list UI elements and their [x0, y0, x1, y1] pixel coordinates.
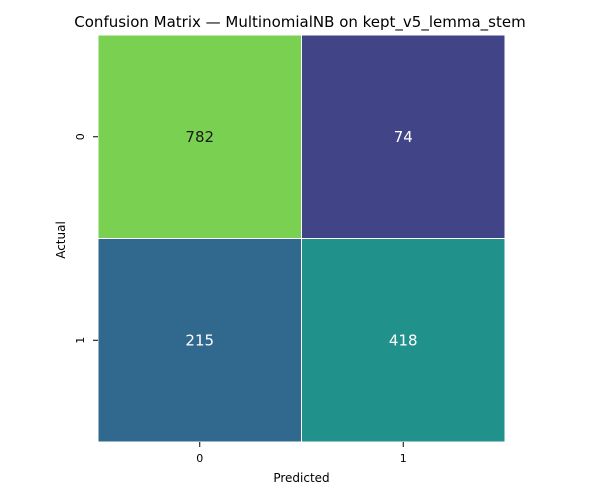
- heatmap-cell-value-r0-c0: 782: [185, 128, 214, 146]
- heatmap-cells: [97, 34, 506, 443]
- heatmap-cell-value-r1-c1: 418: [389, 331, 418, 349]
- y-tick-label-1: 1: [74, 337, 87, 344]
- y-axis-ticks: 01: [74, 133, 98, 344]
- heatmap-cell-r1-c0: [97, 238, 302, 443]
- heatmap-cell-value-r0-c1: 74: [394, 128, 413, 146]
- y-axis-label: Actual: [54, 221, 68, 259]
- heatmap-cell-r1-c1: [301, 238, 506, 443]
- x-tick-label-1: 1: [400, 452, 407, 465]
- x-axis-label: Predicted: [273, 471, 329, 485]
- y-tick-label-0: 0: [74, 133, 87, 140]
- heatmap-cell-value-r1-c0: 215: [185, 331, 214, 349]
- heatmap-cell-labels: 782 74 215 418: [185, 128, 417, 350]
- heatmap-cell-r0-c0: [97, 34, 302, 239]
- chart-title: Confusion Matrix — MultinomialNB on kept…: [74, 13, 525, 32]
- heatmap-cell-r0-c1: [301, 34, 506, 239]
- x-tick-label-0: 0: [196, 452, 203, 465]
